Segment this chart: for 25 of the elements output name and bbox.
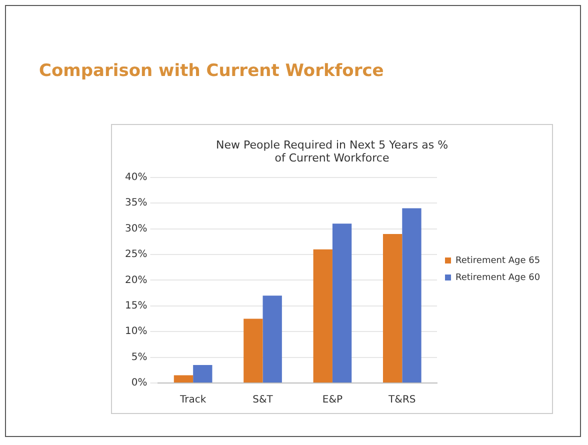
y-tick-label: 20% [124,274,148,286]
bar [193,365,212,382]
x-tick-label: T&RS [388,394,416,406]
y-tick-label: 0% [131,378,148,389]
x-tick-label: S&T [252,394,274,406]
bar [313,249,332,382]
bar [244,318,263,382]
x-tick-label: E&P [322,394,343,406]
bar [174,375,194,382]
y-tick-label: 25% [124,249,148,260]
bar [382,234,402,382]
chart-subtitle: New People Required in Next 5 Years as % of Current Workforce [216,138,448,165]
y-tick-label: 15% [124,300,148,312]
legend-label: Retirement Age 60 [456,272,540,283]
y-tick-label: 40% [124,172,148,183]
legend-label: Retirement Age 65 [456,256,540,266]
chart-title: Comparison with Current Workforce [39,61,384,81]
y-tick-label: 35% [124,198,148,209]
y-tick-label: 10% [124,326,148,338]
y-tick-label: 30% [124,223,148,234]
bar [262,296,282,382]
bar [402,208,422,382]
x-tick-label: Track [178,394,206,406]
y-tick-label: 5% [131,352,148,363]
bar [332,224,352,382]
